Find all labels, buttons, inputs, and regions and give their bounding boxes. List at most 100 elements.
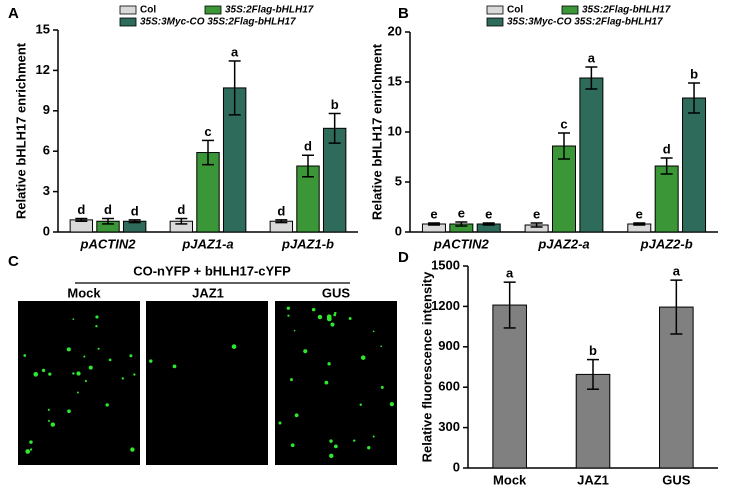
- cell-signal: [76, 371, 81, 376]
- cell-signal: [389, 401, 394, 407]
- cell-signal: [317, 314, 323, 320]
- cell-signal: [367, 446, 371, 450]
- significance-letter: c: [204, 124, 211, 139]
- y-tick-label: 300: [438, 419, 460, 434]
- legend-label: 35S:2Flag-bHLH17: [225, 5, 314, 16]
- significance-letter: d: [131, 203, 139, 218]
- significance-letter: d: [663, 141, 671, 156]
- cell-signal: [278, 421, 282, 425]
- x-tick-label: pJAZ2-a: [537, 236, 589, 251]
- significance-letter: e: [430, 206, 437, 221]
- cell-signal: [95, 315, 99, 319]
- cell-signal: [329, 453, 334, 459]
- x-tick-label: pJAZ2-b: [640, 236, 693, 251]
- significance-letter: a: [506, 266, 514, 281]
- cell-signal: [327, 362, 331, 366]
- cell-signal: [33, 371, 39, 377]
- micrograph-label: Mock: [67, 285, 101, 300]
- y-tick-label: 12: [36, 62, 50, 77]
- y-tick-label: 1500: [431, 257, 460, 272]
- cell-signal: [333, 444, 338, 449]
- cell-signal: [76, 391, 79, 394]
- cell-signal: [29, 448, 33, 451]
- cell-signal: [286, 306, 290, 310]
- legend-label: 35S:2Flag-bHLH17: [582, 5, 671, 16]
- significance-letter: b: [690, 66, 698, 81]
- y-tick-label: 0: [43, 223, 50, 238]
- y-tick-label: 5: [395, 173, 402, 188]
- y-tick-label: 0: [453, 459, 460, 474]
- micrograph: [18, 301, 140, 465]
- significance-letter: c: [560, 116, 567, 131]
- cell-signal: [231, 344, 237, 349]
- cell-signal: [50, 422, 55, 427]
- legend-swatch: [119, 5, 137, 15]
- cell-signal: [25, 449, 31, 454]
- legend-label: Col: [140, 5, 156, 16]
- x-tick-label: GUS: [662, 472, 691, 487]
- cell-signal: [303, 349, 308, 354]
- y-tick-label: 15: [36, 21, 50, 36]
- y-tick-label: 6: [43, 143, 50, 158]
- panel-label: A: [8, 5, 19, 22]
- y-axis-label: Relative fluorescence intensity: [419, 271, 434, 463]
- cell-signal: [353, 439, 356, 442]
- significance-letter: a: [673, 264, 681, 279]
- micrograph-label: JAZ1: [192, 285, 224, 300]
- significance-letter: d: [277, 203, 285, 218]
- cell-signal: [67, 409, 71, 414]
- legend-swatch: [119, 17, 137, 27]
- cell-signal: [333, 313, 337, 317]
- cell-signal: [293, 329, 296, 332]
- cell-signal: [47, 419, 50, 422]
- cell-signal: [121, 377, 124, 380]
- y-tick-label: 20: [388, 23, 402, 38]
- cell-signal: [83, 355, 86, 358]
- cell-signal: [360, 355, 366, 360]
- cell-signal: [380, 385, 384, 389]
- cell-signal: [97, 347, 100, 350]
- x-tick-label: JAZ1: [577, 472, 609, 487]
- x-tick-label: pJAZ1-b: [281, 236, 334, 251]
- significance-letter: d: [304, 139, 312, 154]
- y-tick-label: 900: [438, 338, 460, 353]
- cell-signal: [289, 378, 293, 382]
- legend-label: 35S:3Myc-CO 35S:2Flag-bHLH17: [507, 17, 663, 28]
- legend-swatch: [486, 5, 504, 15]
- significance-letter: d: [177, 202, 185, 217]
- cell-signal: [330, 322, 335, 327]
- y-tick-label: 10: [388, 123, 402, 138]
- cell-signal: [29, 440, 33, 444]
- significance-letter: e: [485, 206, 492, 221]
- y-tick-label: 1200: [431, 298, 460, 313]
- x-tick-label: pACTIN2: [433, 236, 490, 251]
- cell-signal: [290, 443, 295, 448]
- cell-signal: [88, 365, 93, 370]
- cell-signal: [48, 372, 52, 376]
- significance-letter: b: [331, 97, 339, 112]
- cell-signal: [47, 408, 50, 411]
- y-tick-label: 9: [43, 102, 50, 117]
- bar: [579, 77, 604, 233]
- cell-signal: [348, 317, 352, 320]
- panel-label: D: [398, 249, 409, 266]
- micrograph: [146, 301, 268, 465]
- legend-label: Col: [507, 5, 523, 16]
- y-tick-label: 15: [388, 73, 402, 88]
- y-tick-label: 3: [43, 183, 50, 198]
- bar: [492, 304, 527, 469]
- cell-signal: [84, 379, 87, 383]
- panel-label: B: [398, 5, 409, 22]
- cell-signal: [172, 364, 177, 369]
- cell-signal: [23, 354, 27, 357]
- cell-signal: [380, 345, 383, 348]
- micrograph-label: GUS: [322, 285, 351, 300]
- significance-letter: e: [458, 205, 465, 220]
- cell-signal: [372, 435, 375, 438]
- cell-signal: [372, 330, 375, 333]
- cell-signal: [133, 373, 136, 376]
- y-tick-label: 0: [395, 223, 402, 238]
- y-axis-label: Relative bHLH17 enrichment: [13, 42, 28, 219]
- legend-swatch: [486, 17, 504, 27]
